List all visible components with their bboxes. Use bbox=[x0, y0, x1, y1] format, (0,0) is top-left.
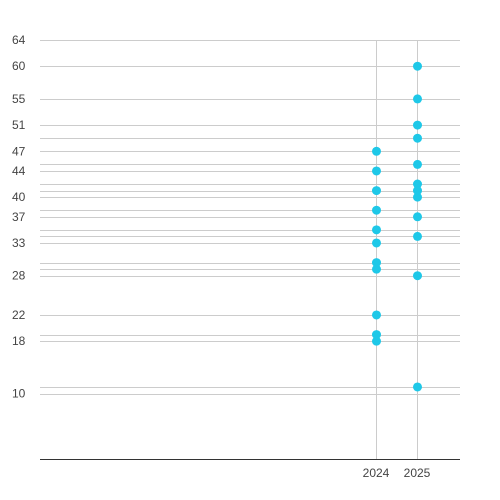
y-tick-label: 64 bbox=[12, 33, 26, 47]
data-point bbox=[372, 310, 381, 320]
x-tick-label: 2025 bbox=[404, 466, 431, 480]
y-tick-label: 51 bbox=[12, 118, 26, 132]
vertical-gridlines bbox=[376, 40, 418, 459]
data-point bbox=[413, 94, 422, 104]
y-tick-label: 55 bbox=[12, 92, 26, 106]
data-point bbox=[413, 382, 422, 392]
data-point bbox=[413, 186, 422, 196]
data-point bbox=[372, 146, 381, 156]
data-point bbox=[372, 238, 381, 248]
data-point bbox=[372, 336, 381, 346]
data-point bbox=[372, 330, 381, 340]
data-point bbox=[413, 133, 422, 143]
y-tick-label: 28 bbox=[12, 269, 26, 283]
data-point bbox=[413, 231, 422, 241]
y-tick-label: 47 bbox=[12, 144, 26, 158]
data-point bbox=[372, 225, 381, 235]
y-tick-label: 10 bbox=[12, 387, 26, 401]
data-point bbox=[413, 212, 422, 222]
y-tick-label: 37 bbox=[12, 210, 26, 224]
y-tick-label: 22 bbox=[12, 308, 26, 322]
y-tick-label: 40 bbox=[12, 190, 26, 204]
data-points bbox=[372, 61, 422, 392]
data-point bbox=[372, 205, 381, 215]
data-point bbox=[413, 61, 422, 71]
data-point bbox=[413, 120, 422, 130]
x-tick-label: 2024 bbox=[363, 466, 390, 480]
y-tick-label: 18 bbox=[12, 334, 26, 348]
data-point bbox=[413, 159, 422, 169]
x-tick-labels: 2024 2025 bbox=[363, 466, 431, 480]
data-point bbox=[372, 258, 381, 268]
data-point bbox=[372, 166, 381, 176]
y-tick-label: 60 bbox=[12, 59, 26, 73]
horizontal-gridlines bbox=[40, 40, 460, 395]
data-point bbox=[372, 186, 381, 196]
data-point bbox=[413, 179, 422, 189]
y-tick-labels: 10 18 22 28 33 37 40 44 47 51 55 60 64 bbox=[12, 33, 26, 401]
data-point bbox=[413, 192, 422, 202]
y-tick-label: 33 bbox=[12, 236, 26, 250]
y-tick-label: 44 bbox=[12, 164, 26, 178]
data-point bbox=[413, 271, 422, 281]
data-point bbox=[372, 264, 381, 274]
